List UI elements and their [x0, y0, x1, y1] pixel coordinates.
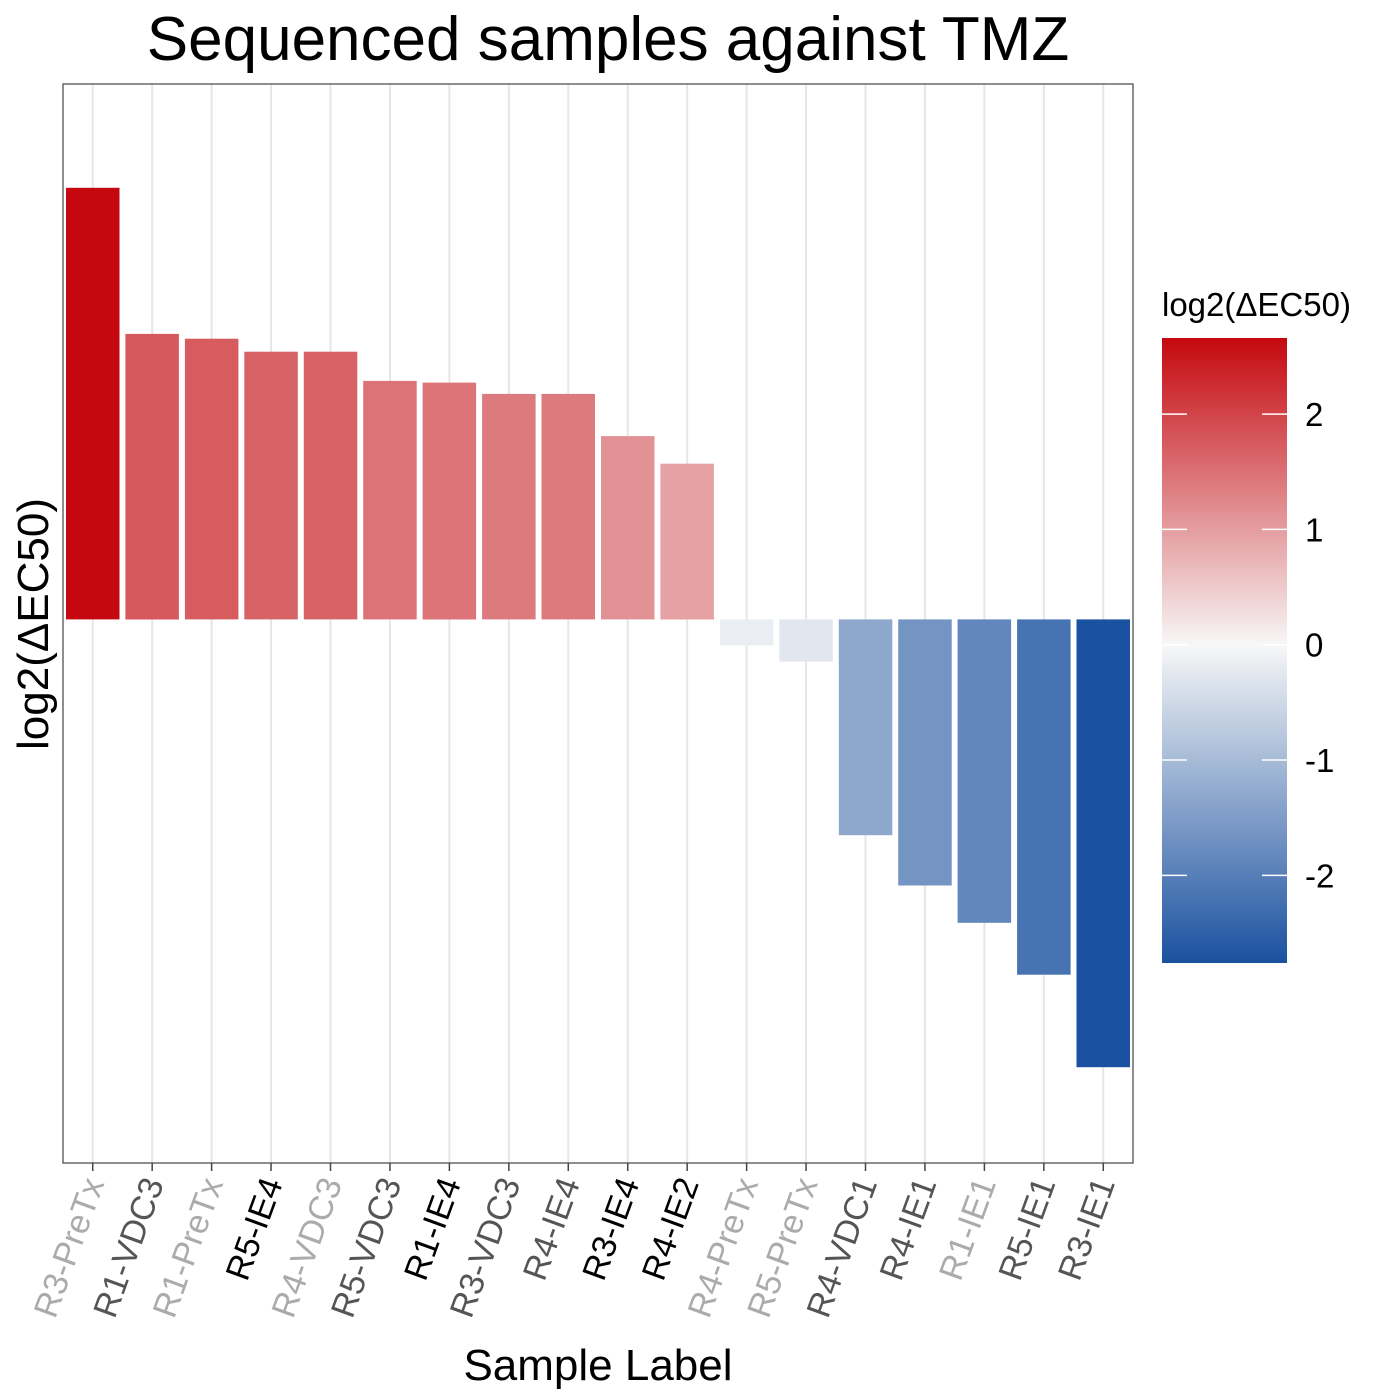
bar-R5-IE4: [244, 351, 298, 620]
color-legend: log2(ΔEC50) 2 1 0 -1 -2: [1162, 286, 1351, 963]
bar-R3-VDC3: [482, 393, 536, 620]
chart-title: Sequenced samples against TMZ: [147, 5, 1069, 74]
bar-R4-VDC1: [838, 619, 893, 836]
bar-R1-IE1: [957, 619, 1012, 923]
legend-tick-label: 0: [1305, 627, 1323, 664]
bar-R5-VDC3: [363, 380, 417, 620]
bar-R4-PreTx: [719, 619, 774, 646]
y-axis-title: log2(ΔEC50): [9, 498, 58, 750]
legend-tick-label: 1: [1305, 511, 1323, 548]
legend-title: log2(ΔEC50): [1162, 286, 1351, 323]
legend-tick-label: -2: [1305, 857, 1334, 894]
plot-border: [62, 83, 1134, 1164]
legend-tick-label: -1: [1305, 742, 1334, 779]
bar-R1-PreTx: [184, 338, 239, 620]
bar-R4-VDC3: [303, 351, 358, 620]
bar-R3-PreTx: [66, 187, 120, 620]
bar-R4-IE4: [541, 393, 595, 620]
bar-R3-IE4: [601, 436, 655, 620]
bar-R5-IE1: [1017, 619, 1071, 975]
bar-R3-IE1: [1076, 619, 1130, 1068]
bar-R1-VDC3: [125, 333, 179, 620]
x-axis-title: Sample Label: [463, 1341, 732, 1390]
bar-R1-IE4: [422, 382, 477, 620]
legend-tick-label: 2: [1305, 396, 1323, 433]
plot-panel: R3-PreTxR1-VDC3R1-PreTxR5-IE4R4-VDC3R5-V…: [27, 83, 1134, 1322]
bar-R4-IE1: [898, 619, 952, 886]
bar-R4-IE2: [660, 463, 714, 620]
legend-colorbar: [1162, 338, 1287, 963]
bar-R5-PreTx: [779, 619, 833, 662]
